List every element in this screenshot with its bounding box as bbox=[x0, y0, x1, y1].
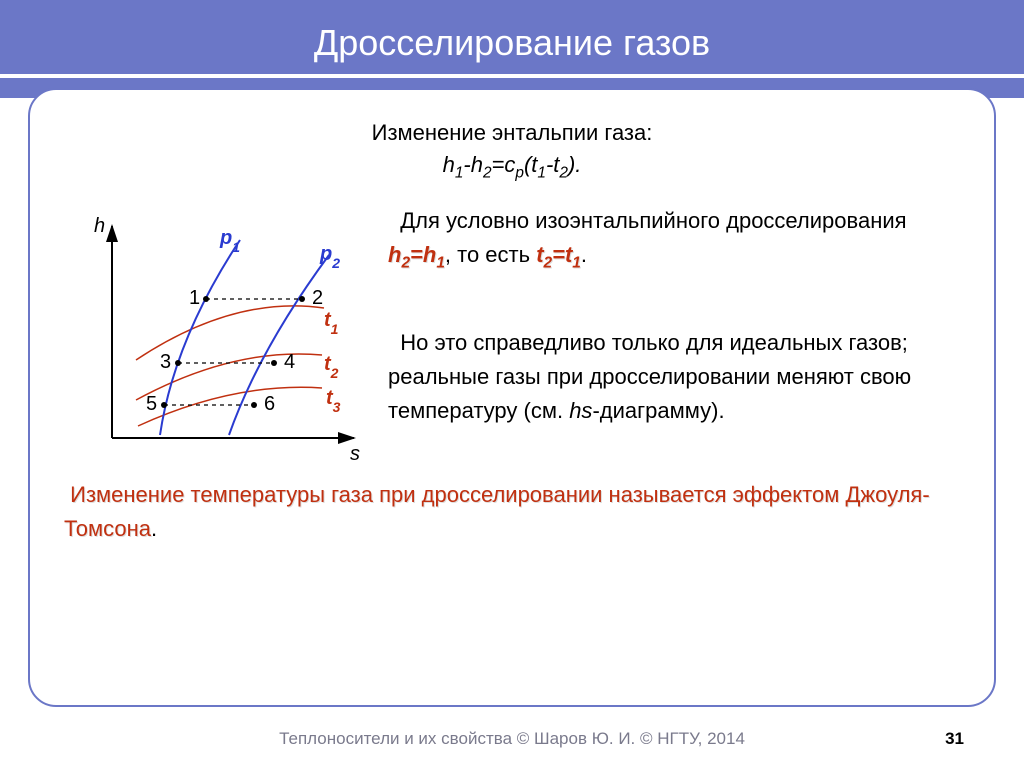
svg-text:5: 5 bbox=[146, 393, 157, 415]
content-frame: Изменение энтальпии газа: h1-h2=cp(t1-t2… bbox=[28, 88, 996, 707]
title-band: Дросселирование газов bbox=[0, 0, 1024, 98]
svg-text:p2: p2 bbox=[319, 243, 340, 271]
svg-text:s: s bbox=[350, 443, 360, 465]
slide-title: Дросселирование газов bbox=[0, 0, 1024, 64]
svg-text:4: 4 bbox=[284, 351, 295, 373]
svg-text:p1: p1 bbox=[219, 227, 240, 255]
svg-text:1: 1 bbox=[189, 287, 200, 309]
intro-line: Изменение энтальпии газа: bbox=[64, 120, 960, 146]
svg-text:h: h bbox=[94, 215, 105, 237]
page-number: 31 bbox=[945, 729, 964, 749]
hs-diagram-svg: h s t1 t2 t3 p1 p2 1 2 3 4 5 6 bbox=[64, 200, 364, 470]
svg-text:6: 6 bbox=[264, 393, 275, 415]
title-underline bbox=[0, 74, 1024, 78]
svg-text:3: 3 bbox=[160, 351, 171, 373]
svg-text:t3: t3 bbox=[326, 387, 341, 415]
svg-text:t2: t2 bbox=[324, 353, 339, 381]
hs-diagram: h s t1 t2 t3 p1 p2 1 2 3 4 5 6 bbox=[64, 200, 364, 470]
svg-text:t1: t1 bbox=[324, 309, 339, 337]
footer-text: Теплоносители и их свойства © Шаров Ю. И… bbox=[0, 729, 1024, 749]
enthalpy-equation: h1-h2=cp(t1-t2). bbox=[64, 152, 960, 182]
svg-text:2: 2 bbox=[312, 287, 323, 309]
para-joule-thomson: Изменение температуры газа при дросселир… bbox=[64, 478, 960, 546]
